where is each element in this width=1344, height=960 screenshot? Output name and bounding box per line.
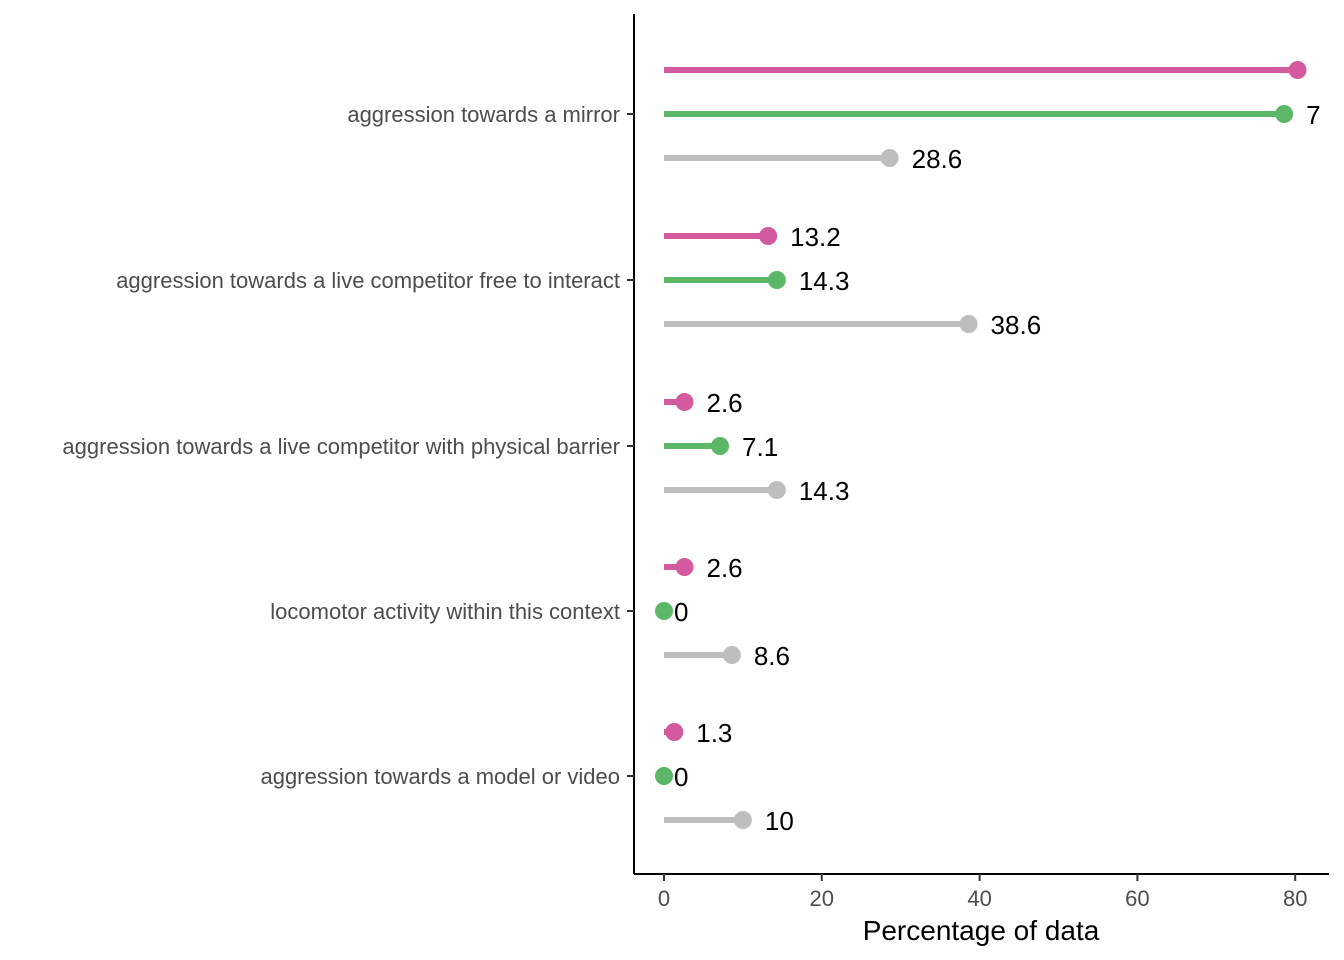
x-axis-title: Percentage of data <box>863 915 1100 946</box>
lollipop-point <box>655 602 673 620</box>
lollipop-point <box>665 723 684 741</box>
lollipop-point <box>1275 105 1294 123</box>
x-tick-label: 20 <box>810 886 834 911</box>
lollipop-point <box>880 149 899 167</box>
data-label: 2.6 <box>707 553 743 583</box>
chart-marks: 13.2 2.6 2.6 1.3 7 14.3 7.1 0 0 28.6 38.6 14.3 8.6 10 <box>655 61 1321 836</box>
lollipop-point <box>711 437 730 455</box>
category-label: aggression towards a model or video <box>260 764 620 789</box>
x-tick-label: 80 <box>1283 886 1307 911</box>
data-label: 10 <box>765 806 794 836</box>
data-label: 14.3 <box>799 266 850 296</box>
lollipop-point <box>675 558 694 576</box>
category-labels: aggression towards a mirror aggression to… <box>62 102 620 789</box>
lollipop-point <box>733 811 752 829</box>
category-label: locomotor activity within this context <box>270 599 620 624</box>
data-label: 14.3 <box>799 476 850 506</box>
lollipop-point <box>1288 61 1307 79</box>
lollipop-point <box>959 315 978 333</box>
data-label: 1.3 <box>696 718 732 748</box>
x-axis <box>634 873 1329 881</box>
data-label: 2.6 <box>707 388 743 418</box>
lollipop-point <box>655 767 673 785</box>
lollipop-point <box>767 271 786 289</box>
x-tick-label: 60 <box>1125 886 1149 911</box>
x-tick-label: 0 <box>658 886 670 911</box>
lollipop-point <box>675 393 694 411</box>
data-label: 0 <box>674 597 688 627</box>
data-label: 13.2 <box>790 222 841 252</box>
data-label: 38.6 <box>991 310 1042 340</box>
lollipop-point <box>722 646 741 664</box>
y-axis <box>627 14 635 874</box>
lollipop-point <box>767 481 786 499</box>
x-tick-labels: 0 20 40 60 80 <box>658 886 1308 911</box>
data-label: 7.1 <box>742 432 778 462</box>
lollipop-point <box>759 227 778 245</box>
data-label: 28.6 <box>912 144 963 174</box>
category-label: aggression towards a live competitor fre… <box>116 268 620 293</box>
category-label: aggression towards a mirror <box>347 102 620 127</box>
x-tick-label: 40 <box>967 886 991 911</box>
data-label: 0 <box>674 762 688 792</box>
data-label: 8.6 <box>754 641 790 671</box>
data-label: 7 <box>1306 100 1320 130</box>
category-label: aggression towards a live competitor wit… <box>62 434 620 459</box>
